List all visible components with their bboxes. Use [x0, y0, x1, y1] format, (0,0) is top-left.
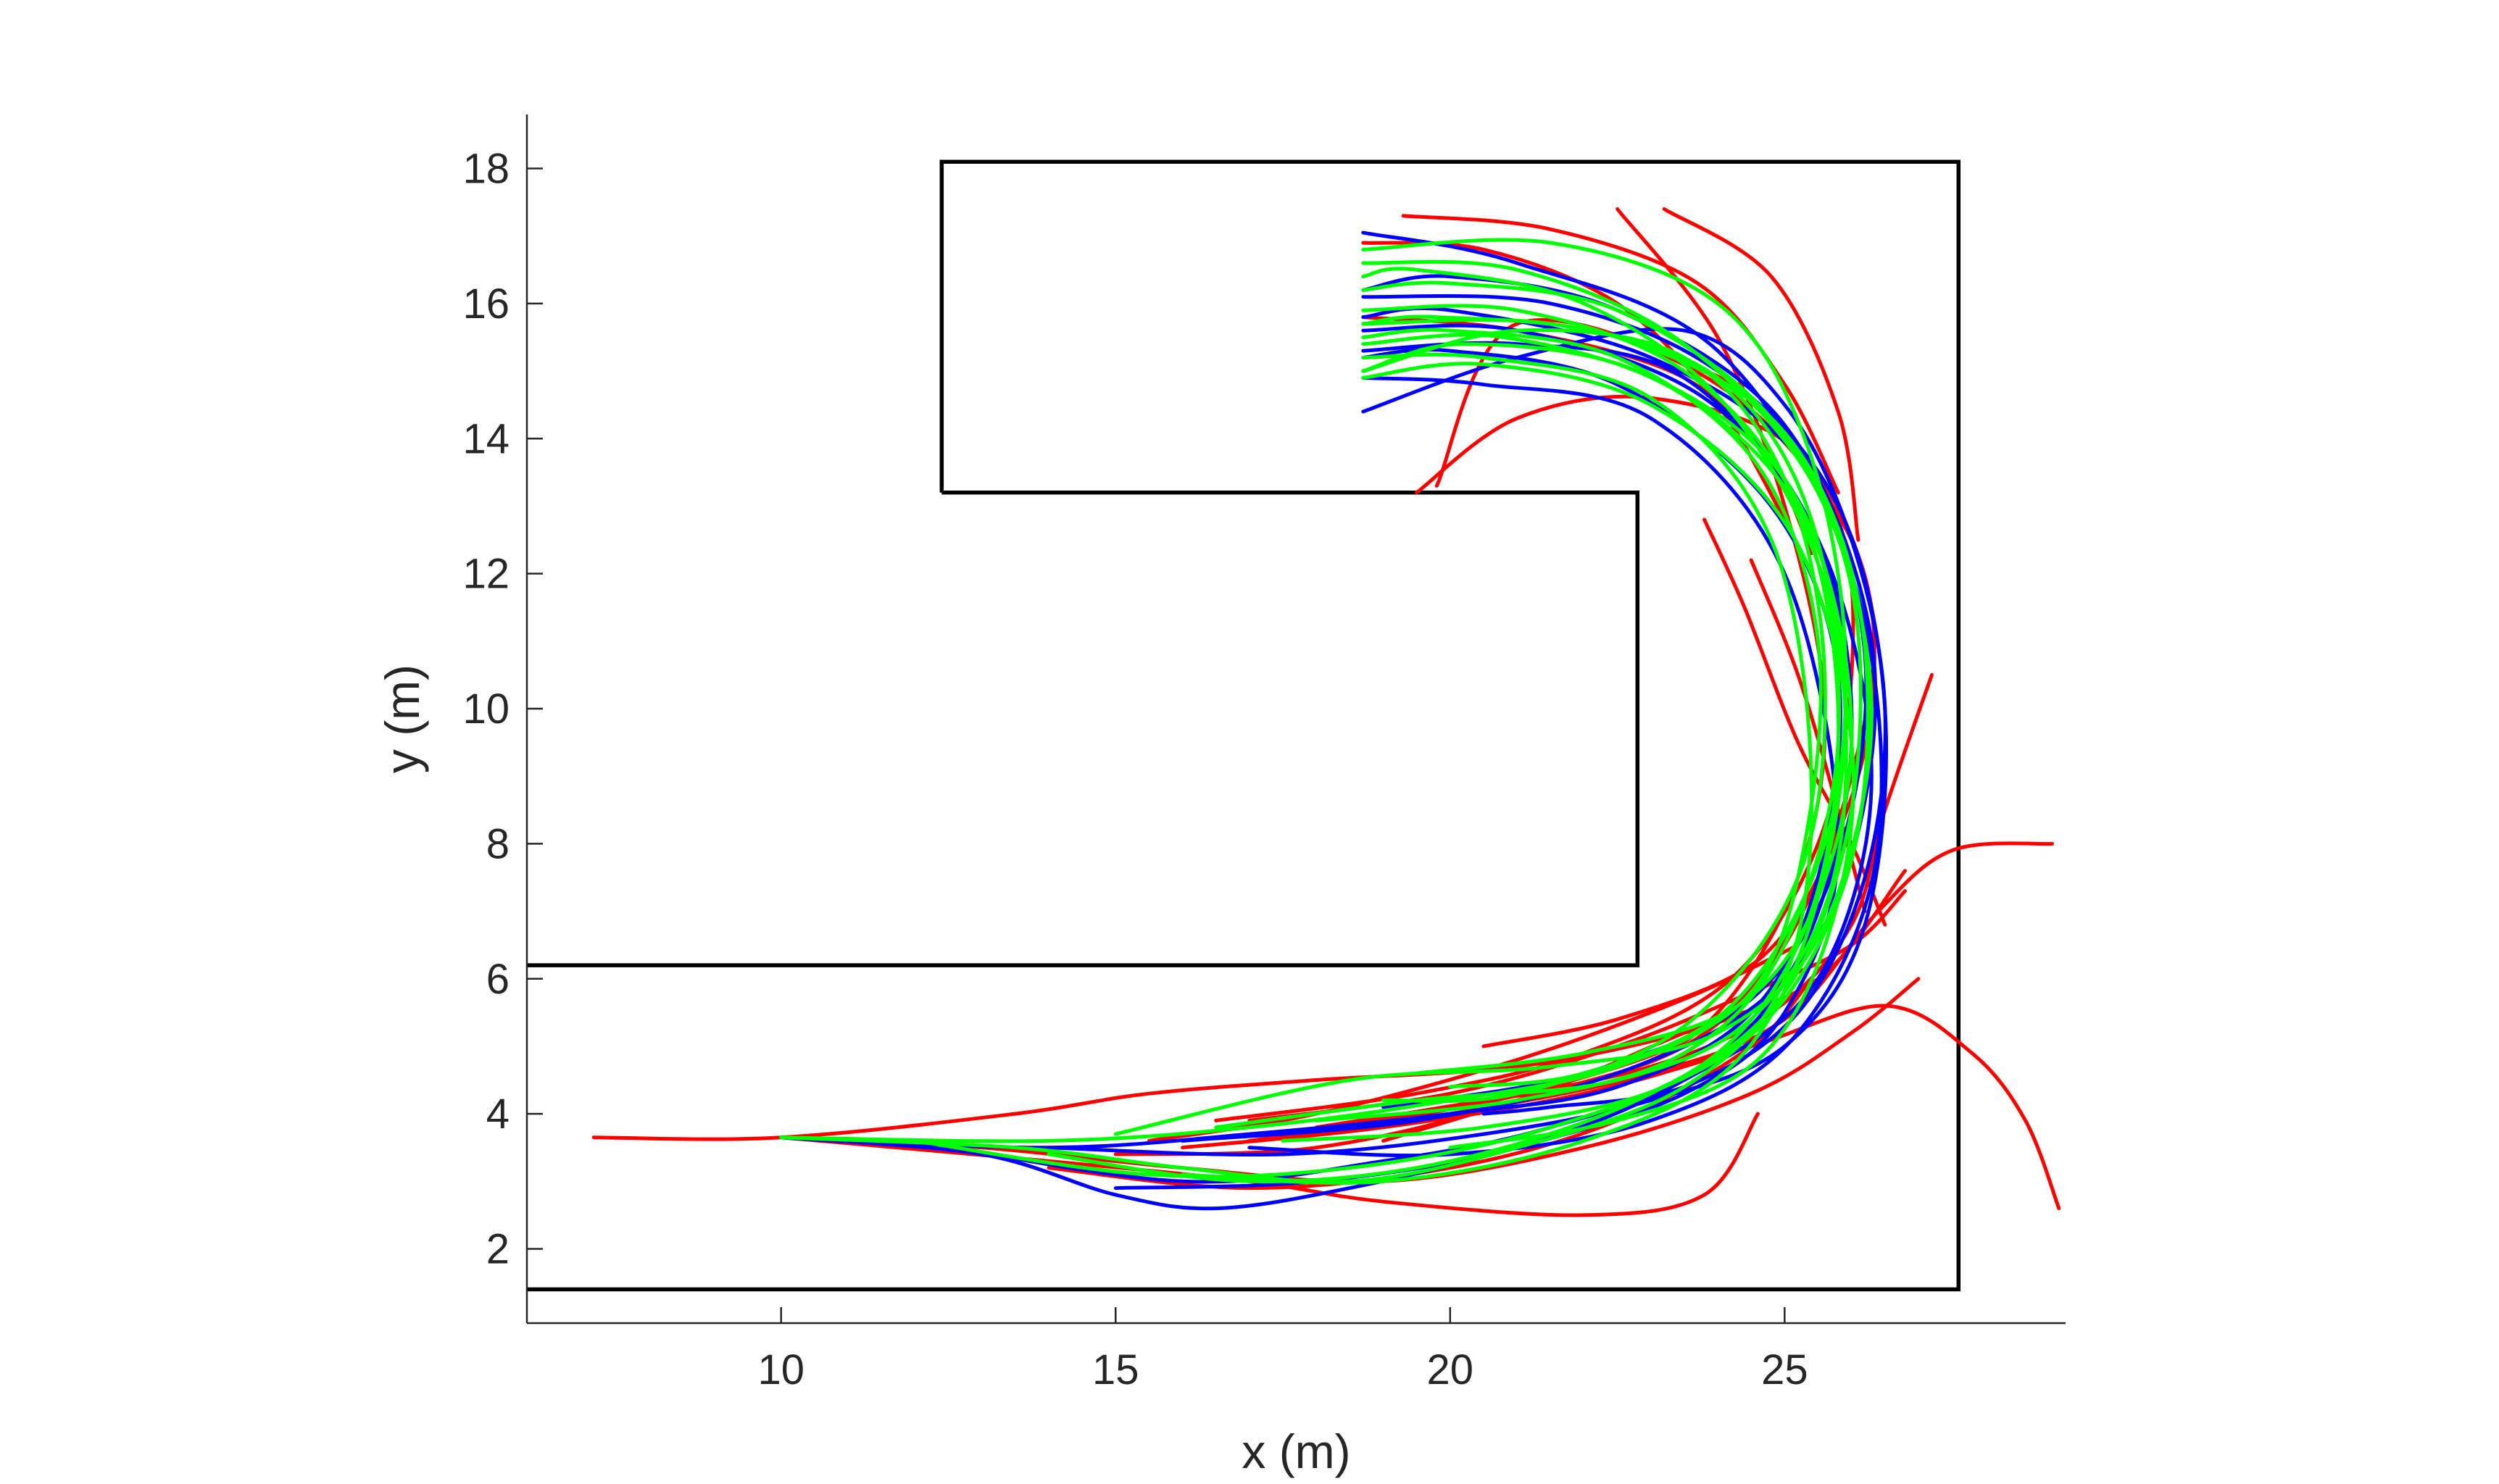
y-tick-label: 18 — [462, 146, 510, 193]
x-tick-label: 10 — [757, 1346, 804, 1393]
trajectory-green-32 — [779, 328, 1823, 1143]
wall-inner-wall — [527, 491, 1640, 967]
x-tick-label: 15 — [1092, 1346, 1139, 1393]
y-tick-label: 2 — [486, 1225, 510, 1272]
x-tick-label: 25 — [1761, 1346, 1808, 1393]
series-layer — [591, 207, 2061, 1217]
trajectory-blue-23 — [779, 348, 1842, 1150]
trajectory-red-17 — [1401, 214, 1840, 495]
y-tick-label: 4 — [486, 1091, 510, 1138]
trajectory-red-18 — [1662, 207, 1860, 542]
y-tick-label: 14 — [462, 415, 510, 462]
trajectory-blue-22 — [779, 375, 1840, 1211]
x-tick-label: 20 — [1427, 1346, 1474, 1393]
y-tick-label: 10 — [462, 685, 510, 733]
axes-layer — [525, 114, 2066, 1325]
y-tick-label: 12 — [462, 551, 510, 598]
y-tick-label: 8 — [486, 820, 510, 867]
ticks-layer: 10 15 20 25 2 4 6 8 10 12 14 16 18 — [462, 146, 1808, 1393]
walls-layer — [527, 159, 1961, 1292]
y-tick-label: 6 — [486, 956, 510, 1003]
x-axis-label: x (m) — [1242, 1425, 1350, 1478]
trajectory-red-4 — [1181, 1004, 2061, 1211]
trajectory-green-34 — [1047, 280, 1863, 1183]
trajectory-green-43 — [1361, 362, 1855, 1150]
trajectory-green-39 — [1361, 328, 1827, 1104]
y-tick-label: 16 — [462, 280, 510, 328]
trajectory-green-38 — [1361, 238, 1848, 1089]
wall-boundary — [527, 159, 1961, 1292]
trajectory-blue-25 — [1047, 293, 1888, 1157]
y-axis-label: y (m) — [375, 664, 429, 773]
trajectory-green-42 — [1361, 333, 1854, 1075]
trajectory-green-36 — [1214, 267, 1848, 1130]
trajectory-green-41 — [1281, 314, 1870, 1143]
trajectory-blue-27 — [1247, 230, 1884, 1158]
